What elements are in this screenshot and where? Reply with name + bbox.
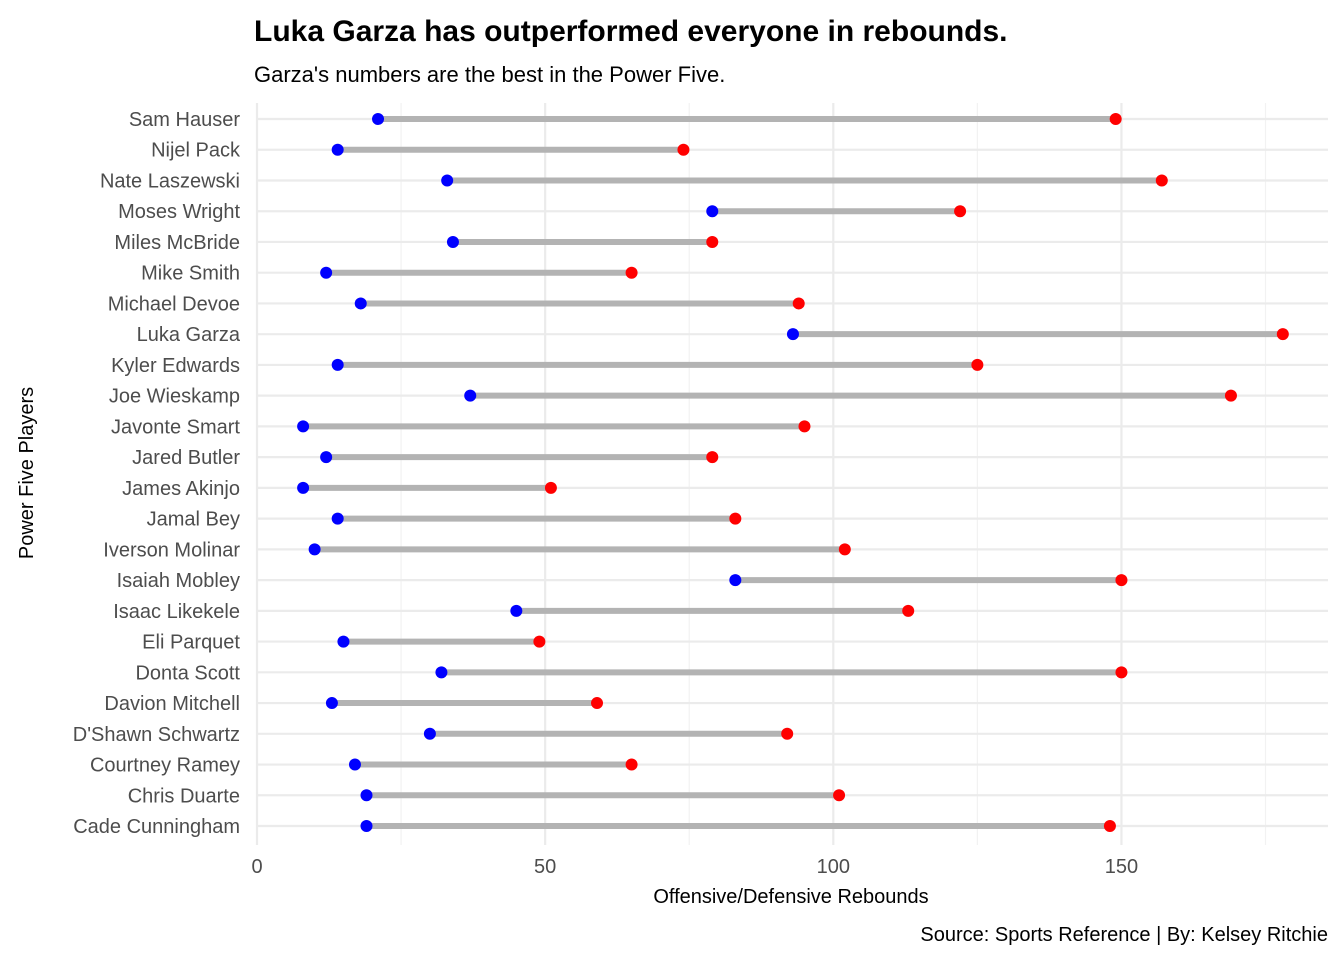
offensive-rebounds-point [464,389,477,402]
defensive-rebounds-point [781,727,794,740]
points [297,113,1289,833]
y-tick-label: Mike Smith [141,263,240,285]
y-tick-label: Iverson Molinar [103,539,240,561]
y-tick-label: Nijel Pack [151,140,241,162]
defensive-rebounds-point [838,543,851,556]
defensive-rebounds-point [1109,113,1122,125]
y-tick-label: Isaac Likekele [113,601,240,623]
defensive-rebounds-point [1115,666,1128,679]
defensive-rebounds-point [798,420,811,433]
offensive-rebounds-point [348,758,361,771]
x-tick-label: 100 [817,856,850,878]
y-tick-label: Sam Hauser [129,109,240,131]
x-tick-label: 0 [251,856,262,878]
offensive-rebounds-point [308,543,321,556]
x-axis-ticks: 0 50 100 150 [251,856,1138,878]
x-axis-title: Offensive/Defensive Rebounds [653,886,928,908]
offensive-rebounds-point [372,113,385,125]
chart-subtitle: Garza's numbers are the best in the Powe… [254,62,725,87]
defensive-rebounds-point [1224,389,1237,402]
offensive-rebounds-point [706,205,719,218]
defensive-rebounds-point [971,358,984,371]
defensive-rebounds-point [954,205,967,218]
chart-caption: Source: Sports Reference | By: Kelsey Ri… [920,924,1328,946]
defensive-rebounds-point [625,266,638,279]
offensive-rebounds-point [297,481,310,494]
defensive-rebounds-point [677,143,690,156]
y-tick-label: Moses Wright [118,201,240,223]
offensive-rebounds-point [360,820,373,833]
offensive-rebounds-point [320,451,333,464]
defensive-rebounds-point [1115,574,1128,587]
y-axis-ticks: Sam Hauser Nijel Pack Nate Laszewski Moses … [73,109,241,838]
x-tick-label: 50 [534,856,556,878]
offensive-rebounds-point [441,174,454,187]
y-tick-label: D'Shawn Schwartz [73,724,240,746]
defensive-rebounds-point [533,635,546,648]
defensive-rebounds-point [1155,174,1168,187]
defensive-rebounds-point [729,512,742,525]
defensive-rebounds-point [706,451,719,464]
y-tick-label: Nate Laszewski [100,170,240,192]
defensive-rebounds-point [792,297,805,310]
y-tick-label: Joe Wieskamp [109,386,240,408]
offensive-rebounds-point [510,604,523,617]
offensive-rebounds-point [337,635,350,648]
defensive-rebounds-point [544,481,557,494]
offensive-rebounds-point [331,143,344,156]
offensive-rebounds-point [354,297,367,310]
y-tick-label: James Akinjo [122,478,240,500]
defensive-rebounds-point [706,235,719,248]
offensive-rebounds-point [320,266,333,279]
y-tick-label: Eli Parquet [142,632,240,654]
y-tick-label: Miles McBride [114,232,240,254]
offensive-rebounds-point [786,328,799,341]
y-tick-label: Donta Scott [135,662,240,684]
offensive-rebounds-point [423,727,436,740]
y-tick-label: Isaiah Mobley [117,570,240,592]
segments [303,116,1283,830]
y-axis-title: Power Five Players [16,387,38,559]
defensive-rebounds-point [625,758,638,771]
y-tick-label: Jamal Bey [147,509,240,531]
y-tick-label: Jared Butler [132,447,240,469]
offensive-rebounds-point [297,420,310,433]
y-tick-label: Kyler Edwards [111,355,240,377]
y-tick-label: Michael Devoe [108,293,240,315]
offensive-rebounds-point [331,512,344,525]
offensive-rebounds-point [331,358,344,371]
x-tick-label: 150 [1105,856,1138,878]
y-tick-label: Davion Mitchell [104,693,240,715]
offensive-rebounds-point [446,235,459,248]
chart-title: Luka Garza has outperformed everyone in … [254,15,1008,48]
offensive-rebounds-point [435,666,448,679]
y-tick-label: Javonte Smart [111,416,240,438]
y-tick-label: Luka Garza [137,324,241,346]
offensive-rebounds-point [729,574,742,587]
defensive-rebounds-point [1103,820,1116,833]
defensive-rebounds-point [902,604,915,617]
offensive-rebounds-point [360,789,373,802]
offensive-rebounds-point [325,697,338,710]
y-tick-label: Courtney Ramey [90,755,240,777]
y-tick-label: Chris Duarte [128,785,240,807]
defensive-rebounds-point [1276,328,1289,341]
defensive-rebounds-point [833,789,846,802]
y-tick-label: Cade Cunningham [73,816,240,838]
defensive-rebounds-point [591,697,604,710]
